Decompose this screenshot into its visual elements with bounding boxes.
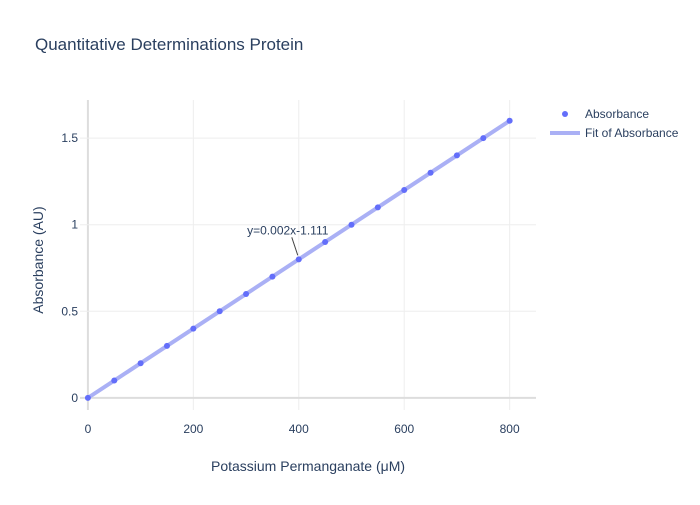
gridlines	[80, 100, 536, 410]
x-tick-label: 200	[183, 422, 203, 436]
data-point	[401, 187, 408, 194]
x-tick-label: 600	[394, 422, 414, 436]
data-points	[84, 117, 513, 401]
legend-marker-absorbance	[562, 111, 568, 117]
annotation-label: y=0.002x-1.111	[247, 223, 329, 237]
x-tick-label: 0	[85, 422, 92, 436]
data-point	[322, 239, 329, 246]
legend-label-absorbance: Absorbance	[585, 107, 649, 121]
annotation-arrow	[291, 237, 299, 256]
y-tick-label: 1.5	[61, 131, 78, 145]
data-point	[480, 135, 487, 142]
y-axis-title: Absorbance (AU)	[30, 206, 46, 313]
y-tick-label: 1	[71, 218, 78, 232]
x-tick-label: 400	[289, 422, 309, 436]
x-tick-label: 800	[500, 422, 520, 436]
data-point	[374, 204, 381, 211]
legend[interactable]: Absorbance Fit of Absorbance	[550, 107, 679, 140]
data-point	[216, 308, 223, 315]
y-tick-label: 0.5	[61, 304, 78, 318]
data-point	[269, 273, 276, 280]
data-point	[190, 325, 197, 332]
data-point	[243, 290, 250, 297]
data-point	[427, 169, 434, 176]
x-axis-title: Potassium Permanganate (μM)	[211, 458, 405, 474]
data-point	[84, 394, 91, 401]
data-point	[163, 342, 170, 349]
data-point	[506, 117, 513, 124]
legend-item-absorbance[interactable]: Absorbance	[562, 107, 649, 121]
data-point	[453, 152, 460, 159]
annotation: y=0.002x-1.111	[247, 223, 329, 256]
data-point	[348, 221, 355, 228]
y-axis-ticks: 0 0.5 1 1.5	[61, 131, 78, 405]
data-point	[295, 256, 302, 263]
legend-item-fit[interactable]: Fit of Absorbance	[550, 126, 679, 140]
data-point	[137, 360, 144, 367]
legend-label-fit: Fit of Absorbance	[585, 126, 679, 140]
chart-title: Quantitative Determinations Protein	[35, 35, 303, 54]
y-tick-label: 0	[71, 391, 78, 405]
data-point	[111, 377, 118, 384]
x-axis-ticks: 0 200 400 600 800	[85, 422, 520, 436]
